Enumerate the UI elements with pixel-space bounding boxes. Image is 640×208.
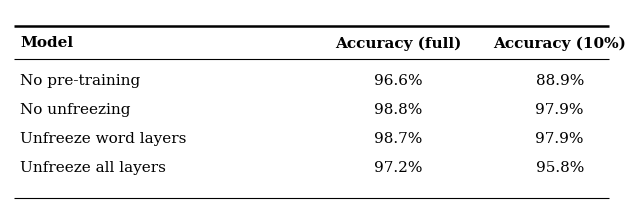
Text: 97.9%: 97.9% bbox=[536, 103, 584, 117]
Text: Accuracy (full): Accuracy (full) bbox=[335, 36, 461, 51]
Text: Accuracy (10%): Accuracy (10%) bbox=[493, 36, 626, 51]
Text: Unfreeze all layers: Unfreeze all layers bbox=[20, 161, 166, 175]
Text: Model: Model bbox=[20, 36, 73, 51]
Text: 88.9%: 88.9% bbox=[536, 74, 584, 88]
Text: 96.6%: 96.6% bbox=[374, 74, 423, 88]
Text: 97.9%: 97.9% bbox=[536, 132, 584, 146]
Text: 98.8%: 98.8% bbox=[374, 103, 422, 117]
Text: No pre-training: No pre-training bbox=[20, 74, 140, 88]
Text: 97.2%: 97.2% bbox=[374, 161, 422, 175]
Text: Unfreeze word layers: Unfreeze word layers bbox=[20, 132, 186, 146]
Text: 98.7%: 98.7% bbox=[374, 132, 422, 146]
Text: No unfreezing: No unfreezing bbox=[20, 103, 131, 117]
Text: 95.8%: 95.8% bbox=[536, 161, 584, 175]
